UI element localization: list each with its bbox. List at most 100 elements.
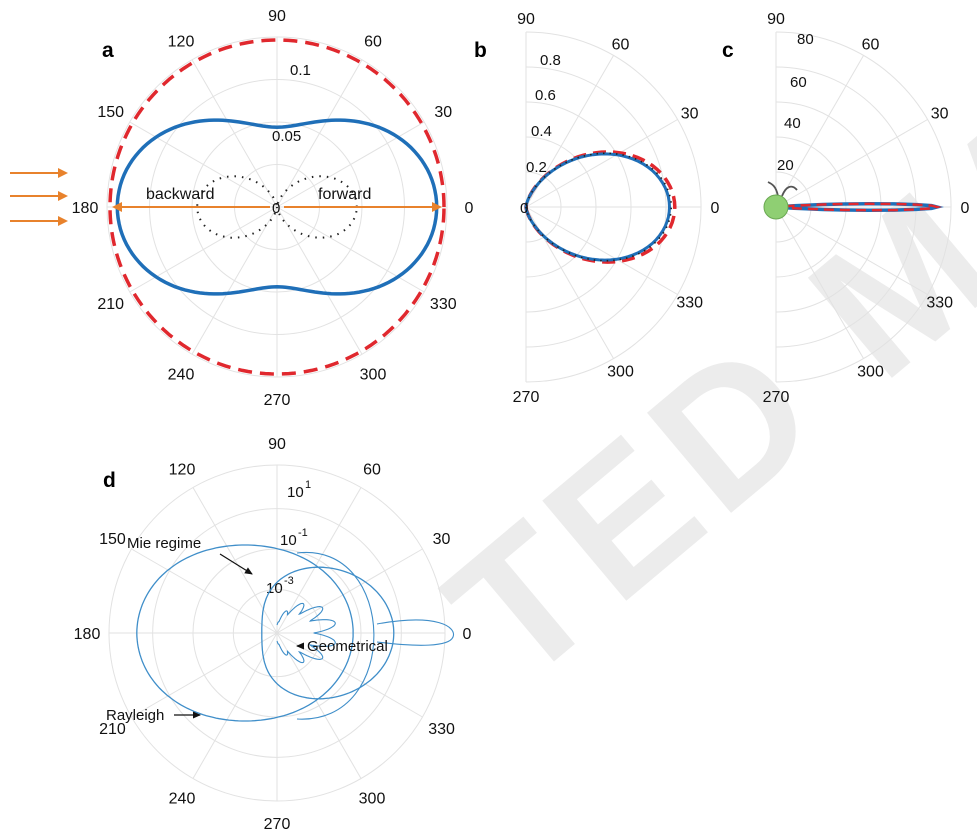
angle-tick-30: 30: [931, 106, 949, 123]
angle-tick-300: 300: [360, 366, 387, 383]
angle-tick-60: 60: [862, 36, 880, 53]
angle-tick-0: 0: [961, 200, 970, 217]
panel-a-center-label: 0: [272, 200, 280, 217]
svg-text:10: 10: [280, 532, 297, 549]
angle-tick-0: 0: [463, 626, 472, 643]
angle-tick-300: 300: [857, 364, 884, 381]
svg-text:-3: -3: [284, 575, 294, 587]
angle-tick-270: 270: [763, 389, 790, 406]
angle-tick-330: 330: [926, 295, 953, 312]
grid-spoke: [276, 487, 362, 634]
watermark-text: TED MA: [410, 52, 977, 721]
panel-d-mie-curve: [261, 566, 395, 700]
angle-tick-60: 60: [612, 36, 630, 53]
panel-d-rtick-1e-3: 10 -3: [266, 575, 294, 597]
panel-c-letter: c: [722, 39, 734, 62]
angle-tick-270: 270: [513, 389, 540, 406]
grid-spoke: [276, 548, 423, 634]
grid-spoke: [129, 206, 278, 293]
panel-c-rtick-60: 60: [790, 74, 807, 91]
panel-b-solid-curve: [524, 152, 672, 262]
angle-tick-90: 90: [268, 436, 286, 453]
grid-spoke: [276, 206, 425, 293]
panel-c-rtick-40: 40: [784, 115, 801, 132]
grid-spoke: [775, 206, 928, 295]
angle-tick-150: 150: [97, 104, 124, 121]
panel-a-forward-label: forward: [318, 186, 371, 203]
panel-a-rtick-0.1: 0.1: [290, 62, 311, 79]
grid-spoke: [775, 206, 864, 359]
angle-tick-300: 300: [359, 791, 386, 808]
panel-d-rayleigh-label: Rayleigh: [106, 707, 164, 724]
angle-tick-90: 90: [268, 8, 286, 25]
grid-spoke: [276, 121, 425, 208]
angle-tick-120: 120: [168, 34, 195, 51]
angle-tick-240: 240: [168, 366, 195, 383]
panel-a-rtick-0.05: 0.05: [272, 128, 301, 145]
angle-tick-120: 120: [169, 461, 196, 478]
panel-d-geometrical-curve: [276, 552, 455, 720]
panel-d-mie-arrow: [219, 553, 253, 575]
angle-tick-90: 90: [517, 11, 535, 28]
angle-tick-90: 90: [767, 11, 785, 28]
panel-b-center-label: 0: [520, 200, 528, 217]
panel-c-rtick-20: 20: [777, 157, 794, 174]
particle-icon: [763, 181, 798, 220]
grid-spoke: [775, 119, 928, 208]
angle-tick-150: 150: [99, 531, 126, 548]
angle-tick-0: 0: [711, 200, 720, 217]
panel-d-grid: [108, 464, 446, 802]
panel-d-rtick-1e1: 10 1: [287, 479, 311, 501]
angle-tick-0: 0: [465, 200, 474, 217]
panel-b-rtick-0.8: 0.8: [540, 52, 561, 69]
grid-spoke: [191, 206, 278, 355]
angle-tick-210: 210: [97, 296, 124, 313]
panel-d-letter: d: [103, 469, 116, 492]
angle-tick-30: 30: [681, 106, 699, 123]
angle-tick-330: 330: [676, 295, 703, 312]
grid-spoke: [131, 632, 278, 718]
panel-d-geometrical-label: Geometrical: [307, 638, 388, 655]
angle-tick-30: 30: [434, 104, 452, 121]
svg-text:-1: -1: [298, 527, 308, 539]
panel-b-rtick-0.4: 0.4: [531, 123, 552, 140]
panel-c-rtick-80: 80: [797, 31, 814, 48]
grid-spoke: [191, 59, 278, 208]
angle-tick-60: 60: [364, 34, 382, 51]
angle-tick-270: 270: [264, 392, 291, 409]
angle-tick-270: 270: [264, 816, 291, 833]
angle-tick-210: 210: [99, 721, 126, 738]
grid-spoke: [276, 59, 363, 208]
panel-b-rtick-0.2: 0.2: [526, 159, 547, 176]
angle-tick-240: 240: [169, 791, 196, 808]
angle-tick-300: 300: [607, 364, 634, 381]
grid-spoke: [525, 119, 678, 208]
panel-d-mie-label: Mie regime: [127, 535, 201, 552]
grid-spoke: [276, 206, 363, 355]
angle-tick-330: 330: [428, 721, 455, 738]
panel-b-rtick-0.6: 0.6: [535, 87, 556, 104]
panel-a-letter: a: [102, 39, 114, 62]
grid-spoke: [775, 55, 864, 208]
svg-text:10: 10: [287, 484, 304, 501]
panel-b-letter: b: [474, 39, 487, 62]
svg-text:10: 10: [266, 580, 283, 597]
angle-tick-30: 30: [433, 531, 451, 548]
panel-c-grid: [775, 31, 952, 383]
panel-b-grid: [525, 31, 702, 383]
angle-tick-60: 60: [363, 461, 381, 478]
grid-spoke: [131, 548, 278, 634]
angle-tick-180: 180: [74, 626, 101, 643]
panel-d-rayleigh-curve: [136, 544, 354, 722]
grid-spoke: [276, 632, 362, 779]
panel-a-backward-label: backward: [146, 186, 214, 203]
angle-tick-330: 330: [430, 296, 457, 313]
